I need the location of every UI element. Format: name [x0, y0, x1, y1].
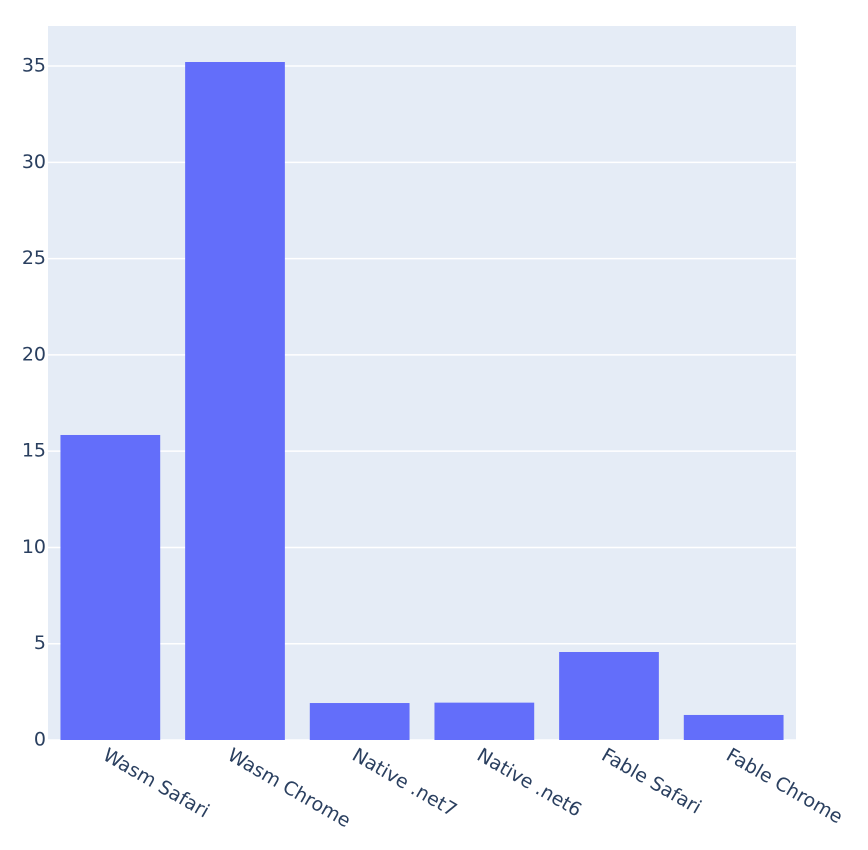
- y-tick-label: 35: [22, 55, 46, 77]
- x-tick-label: Fable Chrome: [722, 744, 846, 828]
- y-tick-label: 5: [34, 632, 46, 654]
- y-tick-label: 0: [34, 729, 46, 751]
- bar: [559, 652, 659, 740]
- bar: [309, 703, 410, 740]
- x-tick-label: Wasm Safari: [99, 744, 213, 822]
- x-tick-label: Native .net7: [348, 744, 460, 821]
- bar: [434, 702, 535, 740]
- x-tick-label: Wasm Chrome: [224, 744, 355, 832]
- bar: [60, 434, 161, 740]
- bar: [185, 62, 285, 740]
- x-tick-label: Fable Safari: [598, 744, 705, 819]
- bar: [683, 714, 784, 740]
- y-tick-label: 15: [22, 440, 46, 462]
- plot-area: [48, 26, 796, 740]
- y-tick-label: 10: [22, 536, 46, 558]
- x-tick-label: Native .net6: [473, 744, 585, 821]
- y-tick-label: 20: [22, 343, 46, 365]
- y-tick-label: 25: [22, 247, 46, 269]
- y-tick-label: 30: [22, 151, 46, 173]
